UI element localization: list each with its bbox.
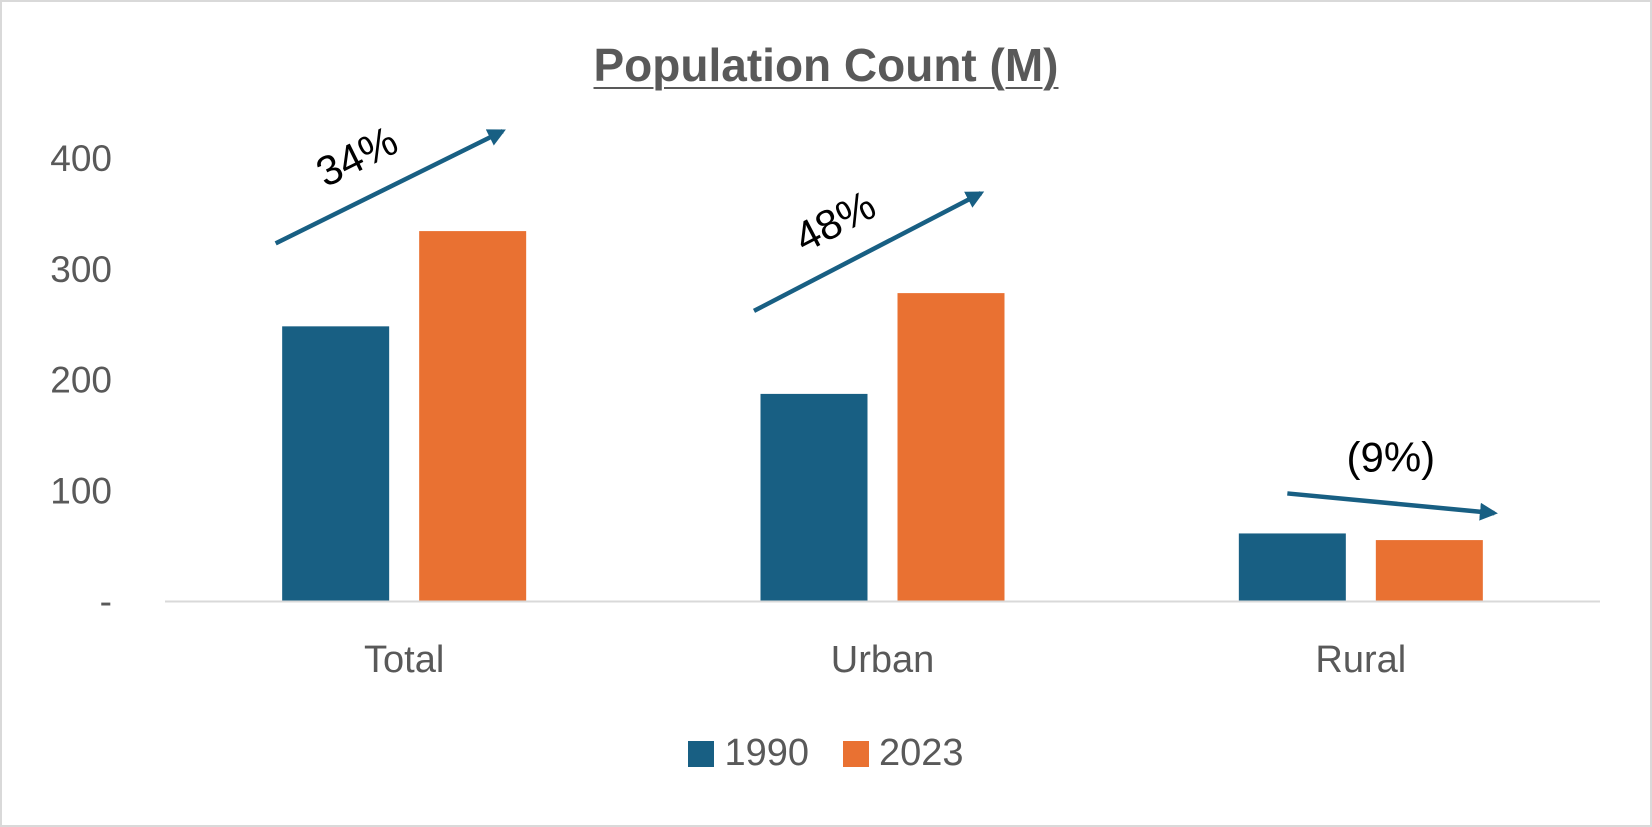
legend-entry-1990: 1990	[688, 732, 809, 775]
y-tick-label: 400	[50, 138, 112, 179]
growth-label-rural: (9%)	[1346, 433, 1435, 480]
bar-total-2023	[419, 231, 527, 601]
y-tick-label: 100	[50, 470, 112, 511]
bar-urban-2023	[897, 293, 1005, 601]
y-tick-label: 300	[50, 249, 112, 290]
y-tick-label: 200	[50, 360, 112, 401]
bar-total-1990	[282, 326, 390, 601]
legend: 1990 2023	[0, 732, 1652, 775]
legend-label-2023: 2023	[879, 732, 964, 774]
bar-rural-2023	[1375, 540, 1483, 601]
growth-arrow-urban	[752, 191, 985, 313]
legend-swatch-1990	[688, 740, 715, 767]
growth-label-total: 34%	[309, 117, 405, 196]
bar-urban-1990	[760, 393, 868, 601]
y-tick-label: -	[100, 581, 112, 622]
legend-swatch-2023	[843, 740, 869, 767]
growth-arrow-rural	[1287, 491, 1498, 521]
chart-title: Population Count (M)	[593, 39, 1059, 91]
bar-rural-1990	[1238, 533, 1346, 601]
x-tick-label: Total	[364, 639, 444, 681]
x-tick-label: Rural	[1315, 639, 1406, 681]
growth-arrow-total	[274, 129, 506, 246]
legend-label-1990: 1990	[724, 732, 809, 774]
legend-entry-2023: 2023	[843, 732, 964, 775]
x-tick-label: Urban	[831, 639, 935, 681]
